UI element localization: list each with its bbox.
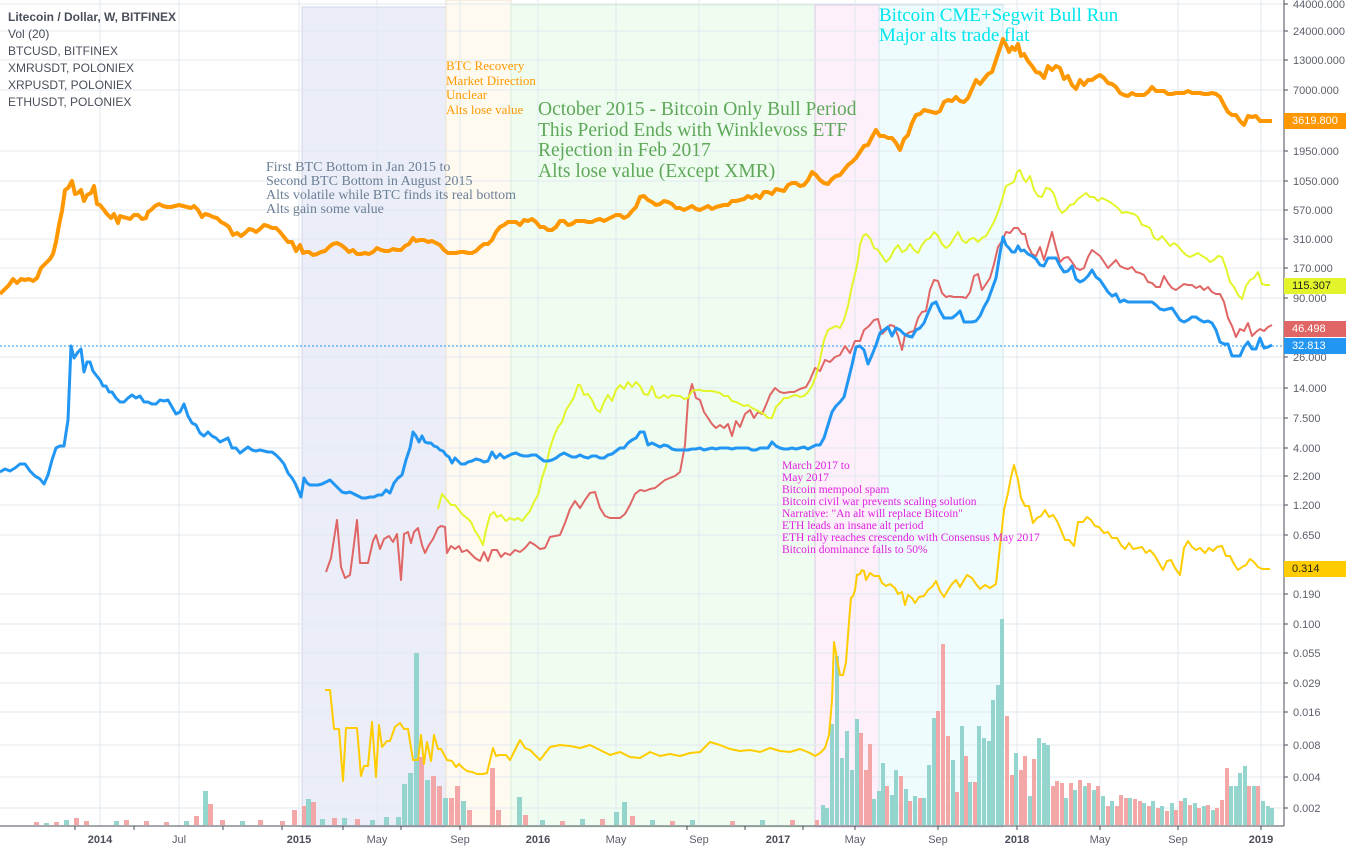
series-btc[interactable] — [0, 37, 1272, 296]
x-tick: Sep — [450, 834, 470, 846]
x-tick: May — [845, 834, 866, 846]
x-tick: May — [367, 834, 388, 846]
y-tick: 44000.000 — [1293, 0, 1345, 11]
legend-xmrusdt[interactable]: XMRUSDT, POLONIEX — [8, 61, 135, 75]
y-tick: 13000.000 — [1293, 55, 1345, 67]
y-tick: 0.016 — [1293, 707, 1321, 719]
y-tick: 7.500 — [1293, 413, 1321, 425]
volume-bars — [34, 619, 1274, 825]
x-tick: 2017 — [766, 834, 790, 846]
region-btc-only-bull — [510, 4, 816, 828]
price-tag-eth: 46.498 — [1284, 321, 1346, 337]
y-tick: 0.190 — [1293, 589, 1321, 601]
y-tick: 1050.000 — [1293, 176, 1339, 188]
price-tag-ltc: 32.813 — [1284, 338, 1346, 354]
x-tick: 2016 — [526, 834, 550, 846]
x-tick: 2015 — [287, 834, 311, 846]
region-btc-recovery — [445, 0, 512, 828]
time-axis[interactable]: 2014 Jul 2015 May Sep 2016 May Sep 2017 … — [0, 825, 1284, 846]
x-tick: May — [1090, 834, 1111, 846]
region-btc-bottom — [301, 6, 447, 828]
annotation-cme-segwit[interactable]: Bitcoin CME+Segwit Bull Run Major alts t… — [879, 5, 1119, 46]
y-tick: 4.000 — [1293, 443, 1321, 455]
y-tick: 24000.000 — [1293, 26, 1345, 38]
legend-main-symbol[interactable]: Litecoin / Dollar, W, BITFINEX — [8, 10, 177, 24]
y-tick: 0.004 — [1293, 772, 1321, 784]
series-xmr[interactable] — [437, 169, 1270, 546]
annotation-first-btc-bottom[interactable]: First BTC Bottom in Jan 2015 to Second B… — [266, 160, 517, 217]
y-tick: 2.200 — [1293, 471, 1321, 483]
y-tick: 7000.000 — [1293, 85, 1339, 97]
y-tick: 0.055 — [1293, 648, 1321, 660]
legend-btcusd[interactable]: BTCUSD, BITFINEX — [8, 44, 119, 58]
y-tick: 570.000 — [1293, 205, 1333, 217]
annotation-btc-only-bull[interactable]: October 2015 - Bitcoin Only Bull Period … — [538, 99, 857, 182]
y-tick: 0.100 — [1293, 619, 1321, 631]
price-tag-xrp: 0.314 — [1284, 561, 1346, 577]
x-tick: Jul — [172, 834, 186, 846]
x-tick: May — [606, 834, 627, 846]
y-tick: 1.200 — [1293, 500, 1321, 512]
y-tick: 26.000 — [1293, 352, 1327, 364]
series-ltc[interactable] — [0, 235, 1273, 500]
x-tick: 2019 — [1249, 834, 1273, 846]
x-tick: 2014 — [88, 834, 113, 846]
legend-ethusdt[interactable]: ETHUSDT, POLONIEX — [8, 95, 132, 109]
grid-lines — [0, 0, 1283, 827]
y-tick: 0.008 — [1293, 740, 1321, 752]
annotation-btc-recovery[interactable]: BTC Recovery Market Direction Unclear Al… — [446, 58, 536, 117]
y-tick: 310.000 — [1293, 234, 1333, 246]
x-tick: 2018 — [1005, 834, 1029, 846]
price-axis[interactable]: 44000.000 24000.000 13000.000 7000.000 1… — [1283, 0, 1345, 826]
price-tag-xmr: 115.307 — [1284, 278, 1346, 294]
annotation-alt-period[interactable]: March 2017 to May 2017 Bitcoin mempool s… — [782, 460, 1040, 556]
legend-xrpusdt[interactable]: XRPUSDT, POLONIEX — [8, 78, 133, 92]
y-tick: 90.000 — [1293, 293, 1327, 305]
y-tick: 170.000 — [1293, 263, 1333, 275]
x-tick: Sep — [1168, 834, 1188, 846]
x-tick: Sep — [928, 834, 948, 846]
y-tick: 14.000 — [1293, 383, 1327, 395]
y-tick: 0.650 — [1293, 530, 1321, 542]
chart-legend: Litecoin / Dollar, W, BITFINEX Vol (20) … — [8, 9, 176, 111]
highlight-regions — [301, 0, 1004, 828]
series-xrp[interactable] — [325, 464, 1270, 782]
y-tick: 0.029 — [1293, 678, 1321, 690]
y-tick: 0.002 — [1293, 803, 1321, 815]
x-tick: Sep — [689, 834, 709, 846]
price-tag-btc: 3619.800 — [1284, 113, 1346, 129]
legend-volume[interactable]: Vol (20) — [8, 27, 50, 41]
y-tick: 1950.000 — [1293, 146, 1339, 158]
